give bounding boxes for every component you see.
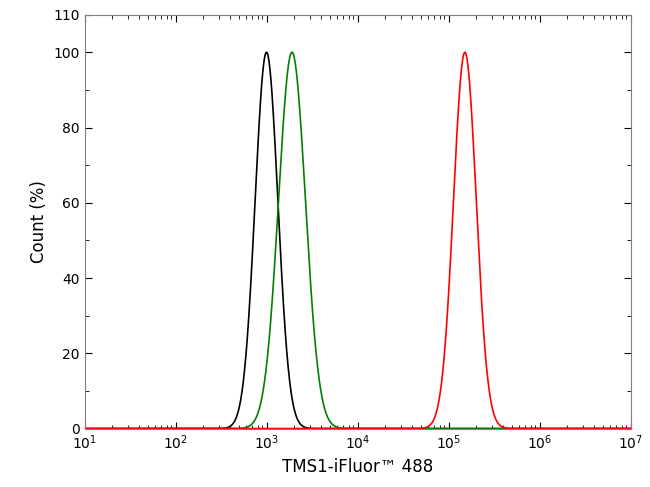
Y-axis label: Count (%): Count (%) bbox=[30, 180, 47, 263]
X-axis label: TMS1-iFluor™ 488: TMS1-iFluor™ 488 bbox=[282, 458, 433, 476]
